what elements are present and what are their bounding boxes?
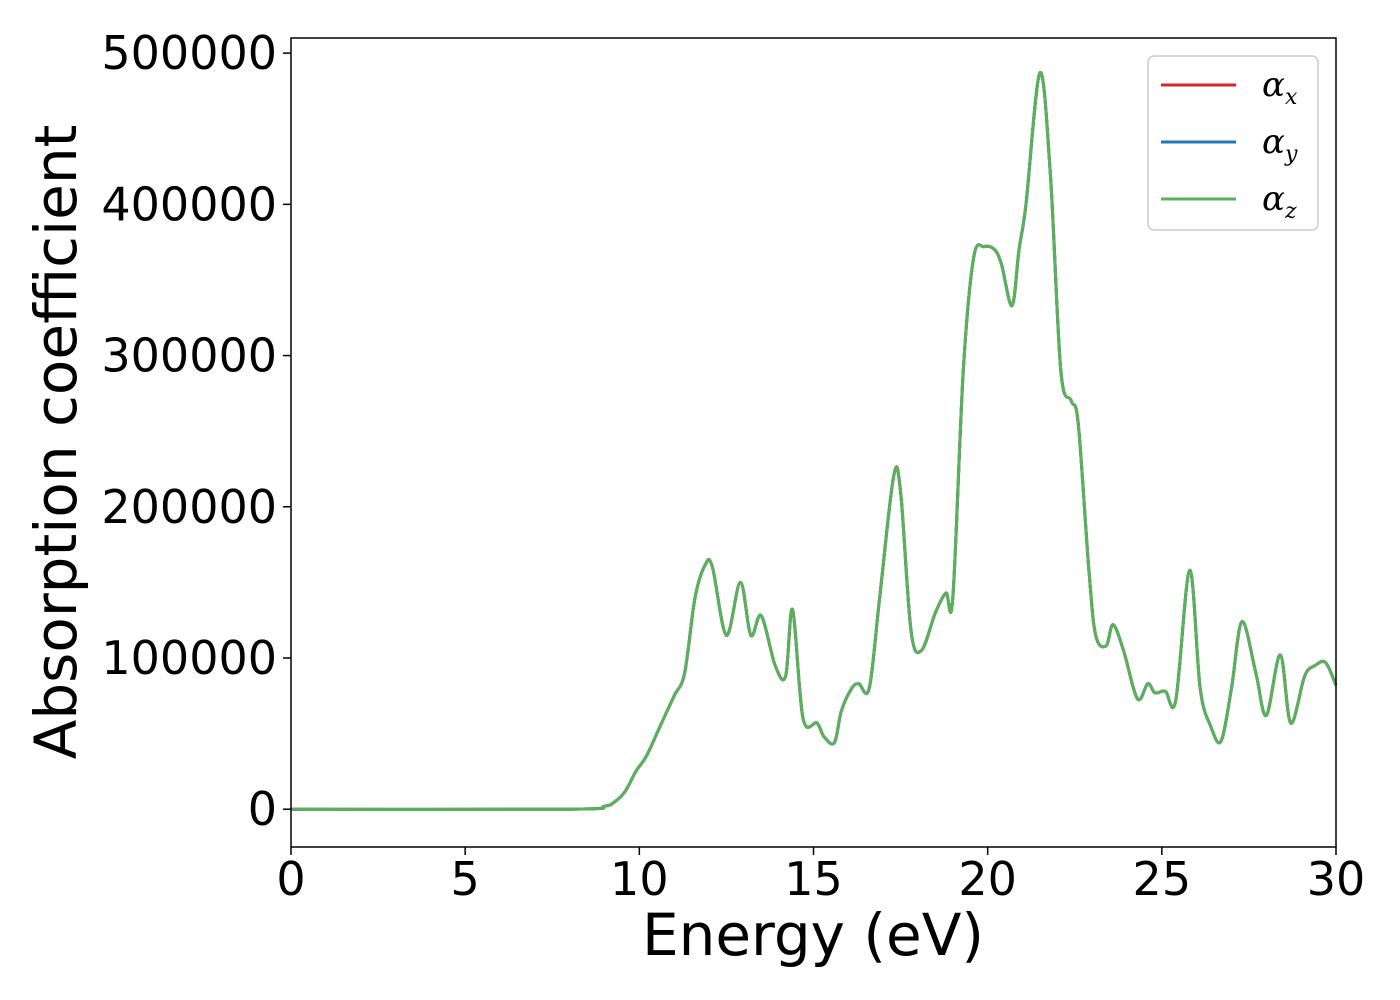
x-tick-label: 15 xyxy=(784,852,843,906)
x-axis-ticks: 0 5 10 15 20 25 30 xyxy=(276,847,1365,906)
y-tick-label: 200000 xyxy=(101,480,277,534)
legend-label: αy xyxy=(1262,122,1298,167)
y-tick-label: 0 xyxy=(248,782,277,836)
y-tick-label: 100000 xyxy=(101,631,277,685)
legend-label: αz xyxy=(1262,179,1297,224)
x-tick-label: 25 xyxy=(1133,852,1192,906)
x-tick-label: 5 xyxy=(451,852,480,906)
y-tick-label: 400000 xyxy=(101,177,277,231)
series-line-3 xyxy=(290,71,1338,811)
legend-label: αx xyxy=(1262,65,1298,110)
y-tick-label: 300000 xyxy=(101,329,277,383)
series-layer xyxy=(290,71,1338,811)
x-tick-label: 30 xyxy=(1307,852,1366,906)
y-tick-label: 500000 xyxy=(101,26,277,80)
x-tick-label: 20 xyxy=(958,852,1017,906)
x-tick-label: 0 xyxy=(276,852,305,906)
legend: αx αy αz xyxy=(1147,55,1319,231)
x-axis-title: Energy (eV) xyxy=(642,901,984,969)
x-tick-label: 10 xyxy=(610,852,669,906)
y-axis-title: Absorption coefficient xyxy=(22,125,90,760)
y-axis-ticks: 0 100000 200000 300000 400000 500000 xyxy=(101,26,291,836)
